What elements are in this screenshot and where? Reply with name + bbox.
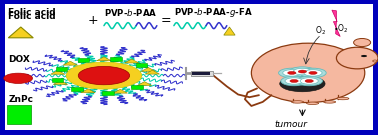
Polygon shape — [137, 82, 152, 85]
Polygon shape — [113, 89, 127, 93]
Text: DOX: DOX — [8, 55, 30, 64]
Circle shape — [66, 62, 142, 89]
Text: tumour: tumour — [274, 120, 308, 129]
Circle shape — [300, 68, 326, 78]
Ellipse shape — [251, 43, 365, 103]
Polygon shape — [145, 70, 160, 74]
Circle shape — [304, 70, 322, 76]
Bar — [7, 105, 31, 124]
FancyBboxPatch shape — [192, 72, 210, 75]
Text: ZnPc: ZnPc — [8, 95, 33, 104]
Polygon shape — [124, 59, 139, 63]
Circle shape — [280, 76, 325, 92]
Bar — [78, 58, 90, 62]
Polygon shape — [332, 10, 340, 36]
FancyBboxPatch shape — [191, 71, 213, 76]
Polygon shape — [224, 27, 235, 35]
Ellipse shape — [291, 101, 304, 103]
Polygon shape — [141, 68, 155, 71]
Bar — [110, 57, 122, 61]
Text: Folic acid: Folic acid — [8, 12, 56, 21]
Ellipse shape — [336, 47, 378, 69]
Polygon shape — [81, 89, 95, 93]
Circle shape — [361, 55, 367, 57]
Bar — [71, 87, 83, 91]
Text: O$_2$: O$_2$ — [314, 25, 326, 37]
Bar — [132, 85, 143, 90]
Circle shape — [298, 70, 307, 73]
Text: PVP-$b$-PAA-$g$-FA: PVP-$b$-PAA-$g$-FA — [174, 6, 253, 19]
Ellipse shape — [307, 102, 319, 104]
Ellipse shape — [353, 38, 370, 47]
Ellipse shape — [373, 60, 377, 62]
Ellipse shape — [324, 101, 336, 103]
Circle shape — [290, 80, 298, 82]
Circle shape — [296, 76, 322, 86]
Polygon shape — [51, 70, 65, 74]
Circle shape — [283, 70, 301, 76]
Circle shape — [300, 78, 318, 84]
Bar — [102, 91, 114, 95]
Text: =: = — [161, 14, 172, 27]
FancyBboxPatch shape — [5, 4, 373, 130]
Text: +: + — [87, 14, 98, 27]
Circle shape — [78, 66, 130, 85]
Circle shape — [288, 71, 296, 74]
Polygon shape — [8, 27, 33, 38]
Text: PVP-$b$-PAA: PVP-$b$-PAA — [104, 7, 158, 18]
Ellipse shape — [337, 97, 349, 100]
Circle shape — [4, 73, 33, 83]
Circle shape — [293, 68, 311, 75]
Circle shape — [289, 67, 316, 76]
Circle shape — [305, 80, 313, 82]
Polygon shape — [97, 57, 111, 61]
Bar — [136, 63, 147, 67]
Text: Folic acid: Folic acid — [8, 8, 56, 17]
Polygon shape — [53, 81, 68, 84]
Bar — [56, 67, 68, 71]
Circle shape — [309, 71, 317, 74]
Text: $\bullet$O$_2$: $\bullet$O$_2$ — [333, 22, 349, 35]
Circle shape — [279, 68, 305, 78]
Bar — [51, 78, 63, 82]
Circle shape — [281, 76, 307, 86]
Polygon shape — [63, 61, 77, 65]
Circle shape — [285, 78, 303, 84]
